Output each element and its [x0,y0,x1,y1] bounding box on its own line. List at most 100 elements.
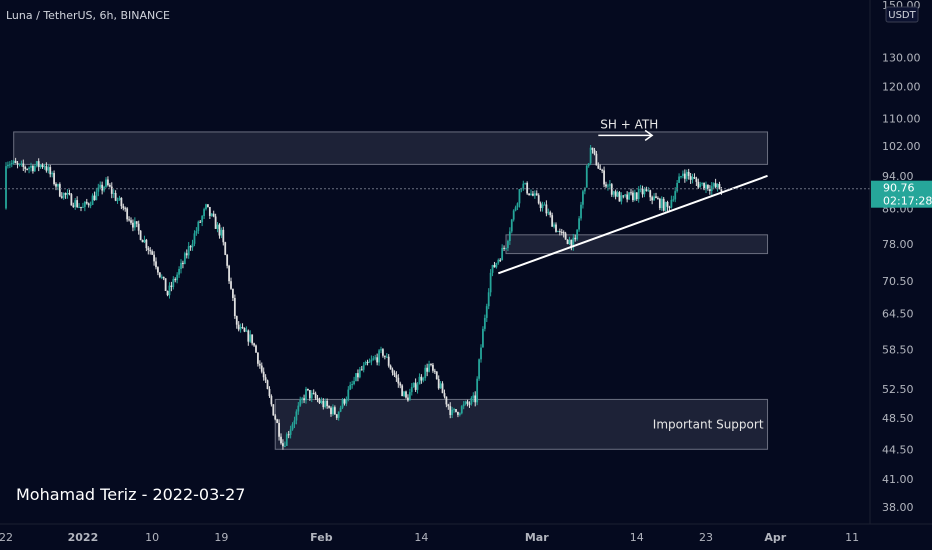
candle-body [558,231,561,233]
candle-body [93,195,96,201]
candle-body [364,361,367,366]
candle-body [370,359,373,362]
candle-body [516,203,519,208]
candle-body [408,392,411,401]
candle-body [301,398,304,400]
candle-body [437,379,440,389]
candle-body [491,265,494,273]
candle-body [605,184,607,187]
candle-body [49,167,52,175]
candle-body [293,420,296,425]
arrow-head [644,129,654,142]
time-tick-0: 22 [0,531,13,544]
candle-body [451,409,454,416]
candle-body [580,204,582,219]
candle-body [349,384,352,390]
candle-body [524,182,527,184]
candle-body [478,359,480,379]
candle-body [258,363,261,366]
candle-body [518,189,521,204]
candle-body [39,164,42,168]
candle-body [166,290,169,296]
last-price-value: 90.76 [883,182,915,195]
candle-body [182,262,184,265]
candle-body [324,400,327,408]
candle-body [418,376,421,385]
candle-body [705,184,707,190]
time-tick-7: 14 [630,531,644,544]
candle-body [203,209,205,217]
candle-body [149,250,152,252]
candle-body [383,355,386,357]
candle-body [549,212,552,216]
last-price-tag: 90.76 02:17:28 [871,180,932,208]
candle-body [232,288,234,298]
time-tick-4: Feb [310,531,333,544]
candle-body [603,170,605,185]
candle-body [597,165,600,169]
candle-body [322,400,325,408]
candle-body [395,375,398,378]
candle-body [570,239,573,248]
candle-body [195,230,198,234]
candle-body [32,165,34,172]
candle-body [328,406,330,408]
time-tick-10: 11 [845,531,859,544]
candle-body [357,373,359,378]
candle-body [557,231,559,233]
candle-body [683,173,686,179]
candle-body [28,167,30,170]
candle-body [130,220,132,223]
candle-body [162,276,165,279]
candle-body [474,395,477,403]
candle-body [76,200,79,208]
candle-body [341,399,344,408]
candle-body [393,372,396,376]
candle-body [716,183,719,188]
candle-body [22,163,25,168]
candle-body [72,205,75,207]
candle-body [576,229,579,240]
candle-body [245,330,248,332]
candle-body [237,324,240,330]
candle-body [160,276,163,278]
price-axis-background[interactable] [870,0,932,524]
candle-body [537,195,540,204]
candle-body [547,212,550,214]
candle-body [312,392,315,394]
candle-body [651,197,654,201]
candle-body [697,181,700,188]
candle-body [351,384,354,386]
candle-body [703,182,705,190]
candle-body [635,192,638,200]
candle-body [624,194,627,196]
candle-body [180,262,182,270]
candle-body [105,179,107,187]
candle-body [678,176,680,183]
candle-body [78,206,80,208]
candle-body [285,434,288,446]
candle-body [691,177,694,180]
candle-body [662,198,665,211]
price-tick-8: 70.50 [882,275,914,288]
candle-body [239,326,242,330]
candle-body [251,334,254,344]
candle-body [345,399,348,404]
time-axis-background[interactable] [0,524,932,550]
candle-body [410,387,413,393]
candle-body [147,248,150,251]
candle-body [608,184,611,186]
candle-body [291,424,294,430]
candle-body [151,251,154,255]
candle-body [187,246,190,256]
candle-body [420,376,423,381]
candle-body [366,361,369,363]
price-unit-badge[interactable]: USDT [885,6,919,23]
candle-body [308,390,311,399]
candle-body [299,399,302,406]
candle-body [555,224,557,232]
candle-body [57,184,59,187]
candle-body [280,436,282,444]
candle-body [512,210,515,220]
